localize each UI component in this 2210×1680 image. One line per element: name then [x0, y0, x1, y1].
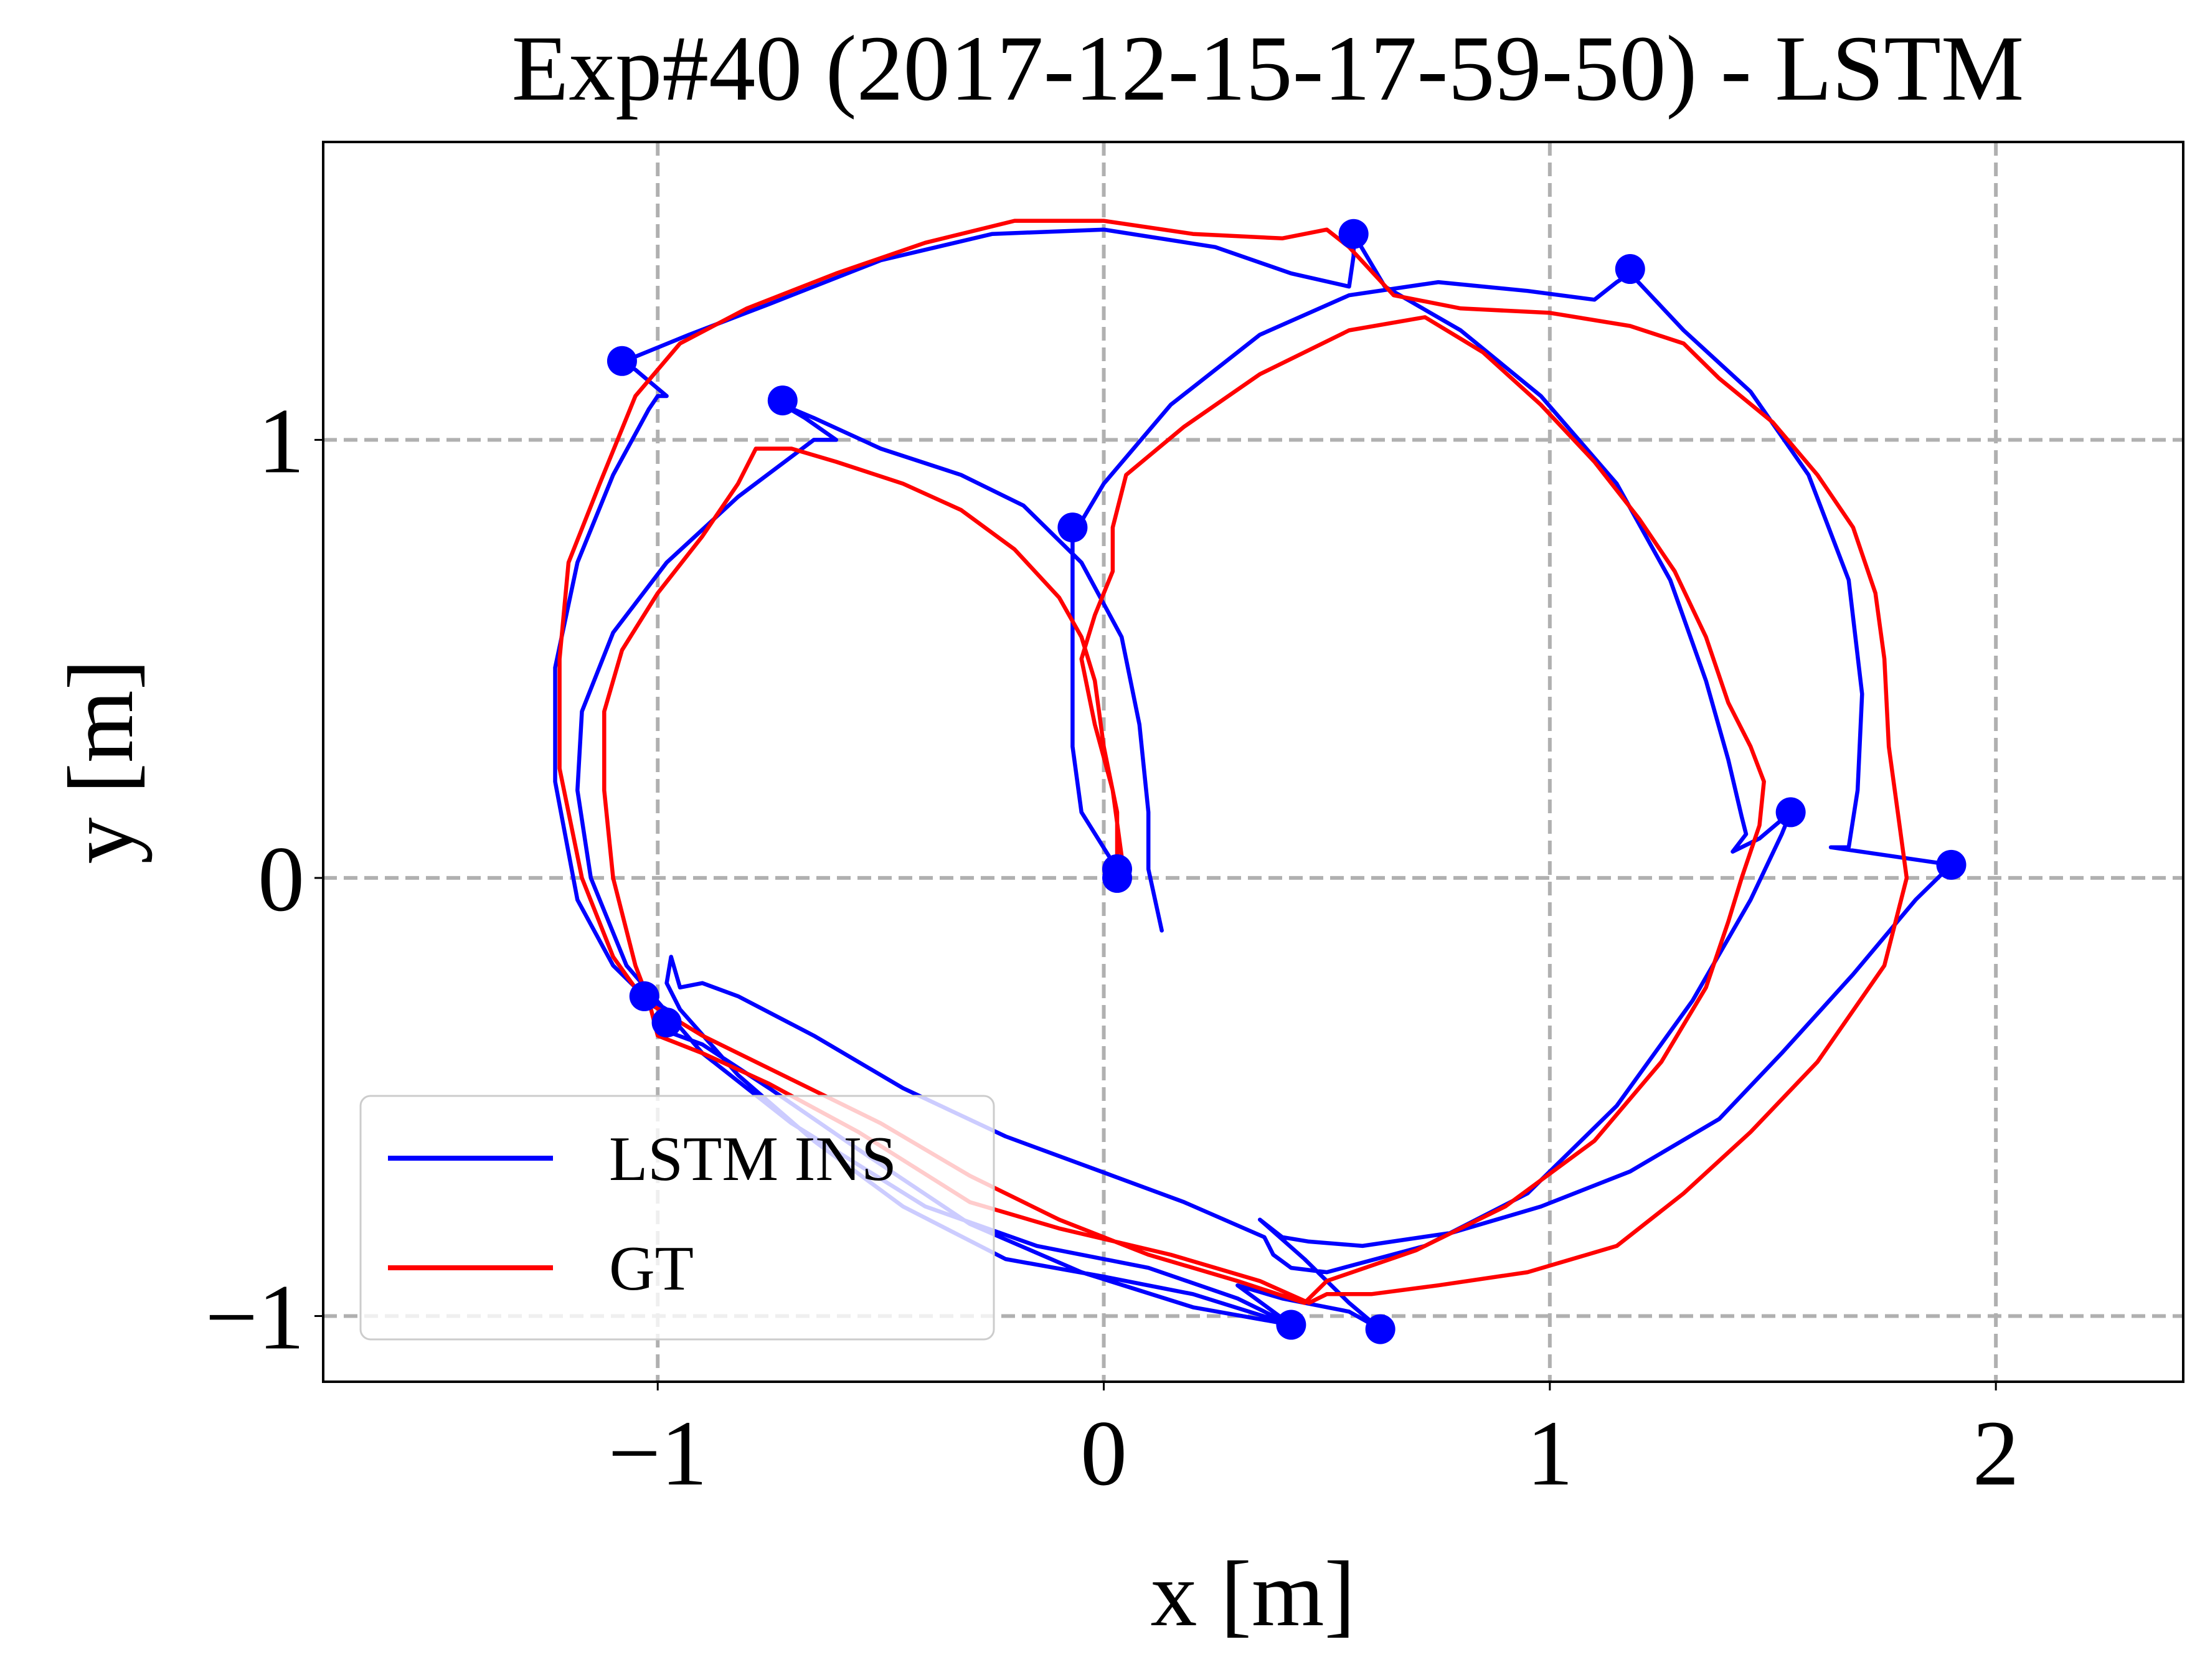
x-axis-label: x [m] [1150, 1542, 1355, 1646]
waypoint-marker [629, 981, 659, 1011]
y-tick-label: −1 [205, 1265, 305, 1369]
waypoint-marker [1057, 512, 1088, 543]
legend-label-gt: GT [609, 1234, 694, 1304]
waypoint-marker [1102, 862, 1133, 893]
chart-title: Exp#40 (2017-12-15-17-59-50) - LSTM [512, 17, 2024, 120]
legend: LSTM INS GT [359, 1095, 995, 1341]
waypoint-marker [1775, 797, 1806, 828]
waypoint-marker [1365, 1314, 1395, 1344]
waypoint-marker [1276, 1310, 1306, 1340]
x-tick-label: 2 [1973, 1402, 2019, 1505]
marker-layer [607, 219, 1967, 1344]
waypoint-marker [1338, 219, 1369, 249]
waypoint-marker [1936, 849, 1967, 880]
plot-frame [322, 141, 2184, 1383]
axis-ticks: −1 0 1 2 −1 0 1 [205, 389, 2019, 1505]
waypoint-marker [767, 385, 798, 416]
series-line-gt [557, 219, 1909, 1305]
waypoint-marker [1615, 254, 1645, 285]
x-tick-label: 1 [1526, 1402, 1573, 1505]
waypoint-marker [607, 346, 637, 376]
x-tick-label: −1 [608, 1402, 707, 1505]
y-axis-label: y [m] [49, 659, 153, 864]
x-tick-label: 0 [1080, 1402, 1127, 1505]
y-tick-label: 0 [258, 828, 305, 931]
waypoint-marker [651, 1008, 682, 1038]
y-tick-label: 1 [258, 389, 305, 493]
legend-label-lstm-ins: LSTM INS [609, 1124, 897, 1194]
